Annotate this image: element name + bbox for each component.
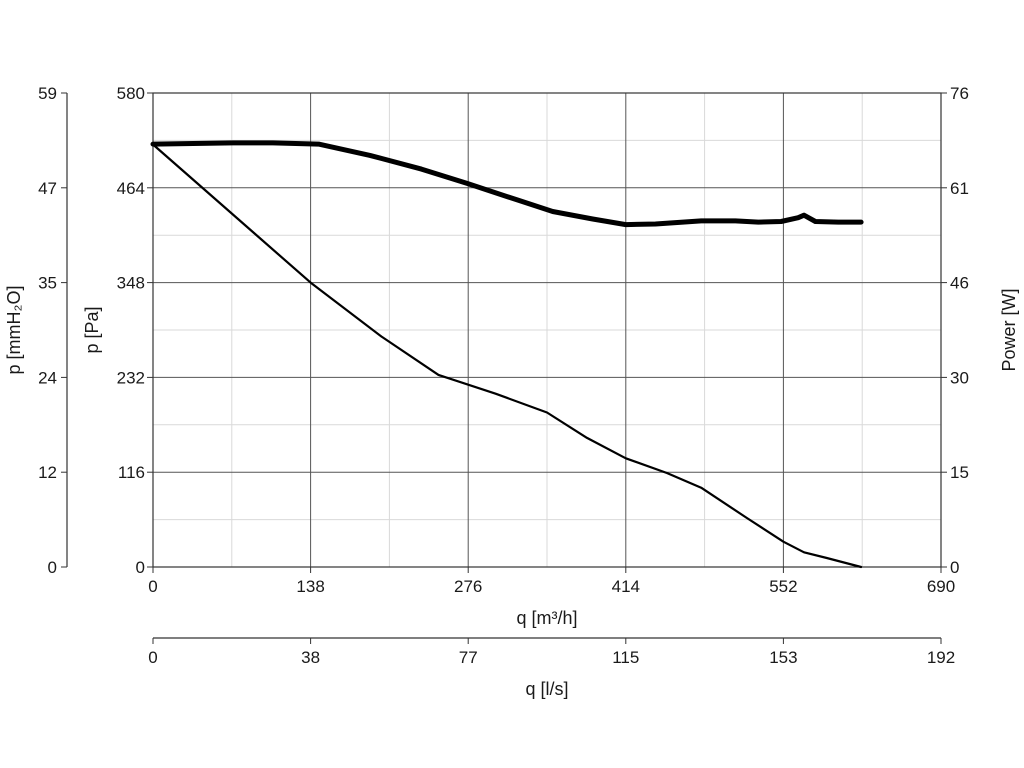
y-tick-label: 464 — [117, 179, 145, 198]
axis-labels: q [m³/h] q [l/s] p [Pa] p [mmH₂O] Power … — [4, 286, 1019, 700]
y2-tick-label: 30 — [950, 368, 969, 387]
x-axis-label: q [m³/h] — [516, 608, 577, 628]
y-axis-label: p [Pa] — [82, 306, 102, 353]
x-tick-label: 0 — [148, 577, 157, 596]
plot-frame — [152, 92, 942, 568]
y-tick-label: 232 — [117, 368, 145, 387]
x2-tick-label: 0 — [148, 648, 157, 667]
y2-tick-label: 15 — [950, 463, 969, 482]
x2-axis-label: q [l/s] — [525, 679, 568, 699]
minor-gridlines — [153, 93, 941, 567]
pressure-curve — [151, 143, 863, 569]
y-left2-tick-label: 35 — [38, 274, 57, 293]
major-gridlines — [153, 93, 941, 567]
y-tick-label: 116 — [118, 463, 145, 482]
x-tick-label: 690 — [927, 577, 955, 596]
y-left2-tick-label: 24 — [38, 368, 57, 387]
y-tick-label: 0 — [136, 558, 145, 577]
y-left2-tick-label: 47 — [38, 179, 57, 198]
y2-tick-label: 76 — [950, 84, 969, 103]
y2-axis-label: Power [W] — [999, 288, 1019, 371]
y-left2-axis-label: p [mmH₂O] — [4, 286, 24, 375]
x2-tick-label: 115 — [612, 648, 639, 667]
x2-tick-label: 77 — [459, 648, 478, 667]
y-left2-tick-label: 59 — [38, 84, 57, 103]
x2-tick-label: 192 — [927, 648, 955, 667]
x2-tick-label: 153 — [769, 648, 797, 667]
y-tick-label: 580 — [117, 84, 145, 103]
x-tick-label: 414 — [612, 577, 640, 596]
y-left2-tick-label: 12 — [38, 463, 57, 482]
y2-tick-label: 0 — [950, 558, 959, 577]
y2-tick-label: 61 — [950, 179, 969, 198]
y-left2-tick-label: 0 — [48, 558, 57, 577]
x2-tick-label: 38 — [301, 648, 320, 667]
plot-border — [152, 92, 942, 568]
power-curve — [150, 140, 864, 228]
y2-tick-label: 46 — [950, 274, 969, 293]
x-tick-label: 552 — [769, 577, 797, 596]
x-tick-label: 276 — [454, 577, 482, 596]
y-tick-label: 348 — [117, 274, 145, 293]
data-curves — [150, 140, 864, 569]
x-tick-label: 138 — [296, 577, 324, 596]
